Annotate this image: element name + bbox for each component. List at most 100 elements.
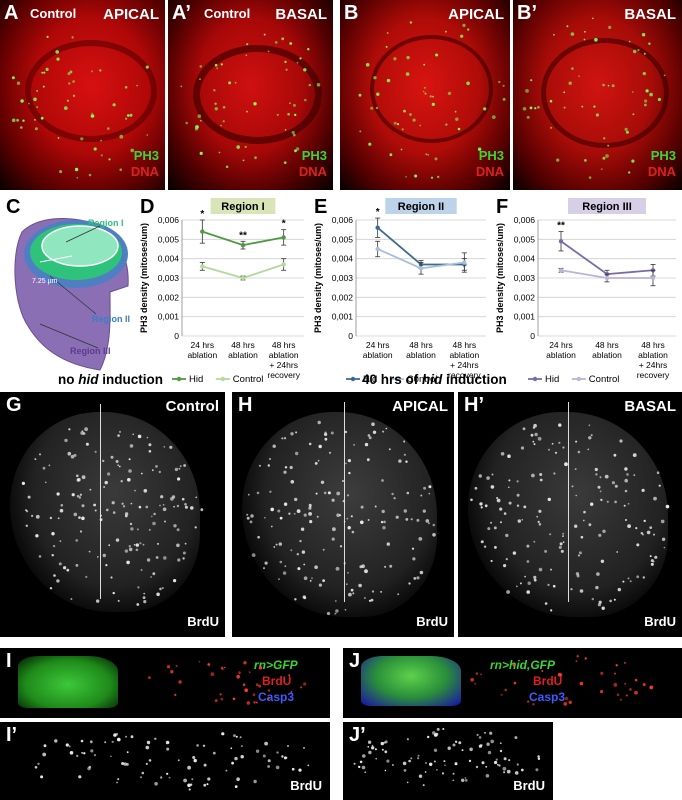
- y-tick-label: 0: [174, 331, 179, 341]
- y-tick-label: 0,003: [332, 273, 354, 283]
- legend-label: Hid: [545, 374, 559, 385]
- panel-h-brdu-basal: H’ BASAL BrdU: [458, 392, 682, 637]
- panel-j-section-color: J rn>hid,GFP BrdU Casp3: [343, 648, 682, 718]
- chart-region-iii: Region III PH3 density (mitoses/um) 0 0,001…: [495, 198, 676, 385]
- panel-letter-d: D: [140, 196, 155, 218]
- brdu-label: BrdU: [513, 778, 545, 793]
- legend-label: Control: [589, 374, 620, 385]
- x-tick-label: 48 hrs: [231, 340, 255, 350]
- legend-marker: [532, 376, 538, 382]
- section-line: [344, 402, 345, 602]
- legend-label: Control: [407, 374, 438, 385]
- y-tick-label: 0,003: [158, 273, 180, 283]
- y-tick-label: 0,005: [332, 234, 354, 244]
- tissue-outline: [242, 412, 437, 617]
- brdu-label: BrdU: [416, 614, 448, 629]
- panel-a-basal-control: A’ Control BASAL PH3 DNA: [168, 0, 333, 190]
- panel-h-brdu-apical: H APICAL BrdU: [232, 392, 454, 637]
- chart-title-tag: [568, 198, 646, 214]
- x-tick-label: ablation: [187, 350, 217, 360]
- x-tick-label: 24 hrs: [191, 340, 215, 350]
- data-point: [375, 246, 380, 252]
- heading-no-induction: no hid induction: [58, 372, 163, 387]
- data-point: [650, 275, 656, 281]
- y-tick-label: 0,006: [514, 215, 536, 225]
- x-tick-label: + 24hrs: [450, 360, 479, 370]
- position-label: APICAL: [103, 6, 159, 23]
- panel-g-brdu-control: G Control BrdU: [0, 392, 225, 637]
- x-tick-label: ablation: [363, 350, 393, 360]
- panel-letter-j-prime: J’: [349, 724, 366, 746]
- x-tick-label: 48 hrs: [272, 340, 296, 350]
- heading-hid-induction: 40 hrs of hid induction: [362, 372, 507, 387]
- data-point: [418, 266, 424, 271]
- section-line: [100, 404, 101, 599]
- position-label: BASAL: [624, 6, 676, 23]
- chart-region-i: Region I PH3 density (mitoses/um) 0 0,001 0,…: [139, 198, 304, 385]
- ph3-label: PH3: [301, 148, 327, 163]
- legend-marker: [350, 376, 356, 382]
- data-point: [375, 225, 380, 230]
- chart-region-ii: Region II PH3 density (mitoses/um) 0 0,001 0…: [313, 198, 486, 385]
- ph3-label: PH3: [650, 148, 676, 163]
- brdu-label: BrdU: [644, 614, 676, 629]
- dna-label: DNA: [298, 164, 327, 179]
- panel-b-basal: B’ BASAL PH3 DNA: [513, 0, 682, 190]
- x-tick-label: 24 hrs: [366, 340, 390, 350]
- x-tick-label: recovery: [267, 370, 300, 380]
- dna-label: DNA: [475, 164, 504, 179]
- ph3-label: PH3: [133, 148, 159, 163]
- panel-i-prime-brdu: I’ BrdU: [0, 722, 330, 800]
- y-tick-label: 0,002: [158, 292, 180, 302]
- x-tick-label: 48 hrs: [453, 340, 477, 350]
- y-tick-label: 0,005: [158, 234, 180, 244]
- data-point: [200, 229, 205, 234]
- x-tick-label: ablation: [228, 350, 258, 360]
- x-tick-label: 48 hrs: [409, 340, 433, 350]
- x-tick-label: + 24hrs: [639, 360, 668, 370]
- panel-letter-g: G: [6, 394, 22, 416]
- section-line: [568, 402, 569, 602]
- chart-title-tag: [385, 198, 457, 214]
- panel-letter-i: I: [6, 650, 12, 672]
- legend-label: Hid: [189, 374, 203, 385]
- y-axis-label: PH3 density (mitoses/um): [313, 223, 323, 333]
- wing-disc-diagram: [14, 218, 129, 371]
- chart-title: Region I: [221, 201, 264, 213]
- x-tick-label: + 24hrs: [269, 360, 298, 370]
- panel-j-prime-brdu: J’ BrdU: [343, 722, 553, 800]
- panel-letter-f: F: [496, 196, 509, 218]
- legend-label: Control: [233, 374, 264, 385]
- brdu-label: BrdU: [533, 674, 563, 688]
- data-point: [240, 242, 246, 248]
- dna-label: DNA: [647, 164, 676, 179]
- genotype-label: rn>GFP: [254, 658, 298, 672]
- position-label: BASAL: [275, 6, 327, 23]
- data-point: [240, 275, 246, 281]
- significance-marker: **: [557, 221, 565, 232]
- ph3-label: PH3: [478, 148, 504, 163]
- panel-letter-b-prime: B’: [517, 2, 537, 24]
- tissue-outline: [10, 412, 200, 612]
- significance-marker: *: [376, 207, 380, 218]
- condition-label: Control: [30, 6, 77, 21]
- legend-marker: [576, 376, 581, 382]
- position-label: APICAL: [392, 398, 448, 415]
- gfp-tissue: [361, 656, 461, 706]
- pouch-fold: [541, 38, 669, 148]
- condition-label: Control: [165, 398, 219, 415]
- panel-letter-i-prime: I’: [6, 724, 18, 746]
- x-tick-label: ablation: [449, 350, 479, 360]
- y-tick-label: 0,006: [158, 215, 180, 225]
- chart-panel-e: E Region II PH3 density (mitoses/um) 0 0,00…: [312, 192, 492, 388]
- panel-b-apical: B APICAL PH3 DNA: [340, 0, 510, 190]
- pouch-fold: [370, 35, 493, 143]
- panel-letter-b: B: [344, 2, 359, 24]
- x-tick-label: ablation: [406, 350, 436, 360]
- panel-letter-a: A: [4, 2, 19, 24]
- data-point: [604, 275, 610, 281]
- y-tick-label: 0,001: [514, 312, 536, 322]
- y-tick-label: 0,001: [332, 312, 354, 322]
- significance-marker: *: [200, 209, 204, 220]
- x-tick-label: 24 hrs: [549, 340, 573, 350]
